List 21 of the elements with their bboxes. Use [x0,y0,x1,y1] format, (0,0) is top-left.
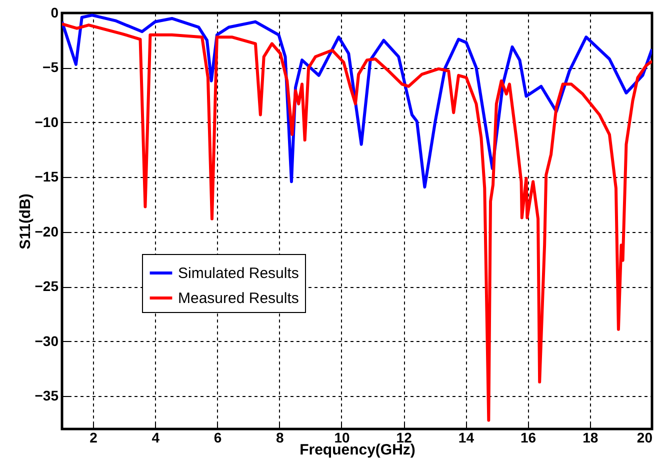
y-tick-label: −20 [34,223,59,240]
x-tick-label: 20 [636,430,653,446]
line-series [62,22,652,422]
x-tick-label: 6 [214,430,222,446]
y-tick-label: −35 [34,388,59,404]
line-series [62,14,652,189]
x-tick-label: 8 [276,430,284,446]
x-tick-label: 16 [520,430,536,446]
y-tick-label: −15 [34,168,59,185]
y-tick-label: −5 [42,59,59,76]
y-tick-label: −25 [34,278,59,294]
x-tick-label: 14 [458,430,474,446]
x-tick-label: 4 [152,430,160,446]
y-axis-title: S11(dB) [16,194,34,250]
x-tick-label: 2 [90,430,98,446]
legend-label: Measured Results [178,290,299,307]
legend-label: Simulated Results [178,265,299,282]
x-tick-label: 18 [582,430,598,446]
y-tick-label: −30 [34,332,59,349]
y-tick-label: −10 [34,114,59,130]
y-tick-label: 0 [50,4,59,20]
